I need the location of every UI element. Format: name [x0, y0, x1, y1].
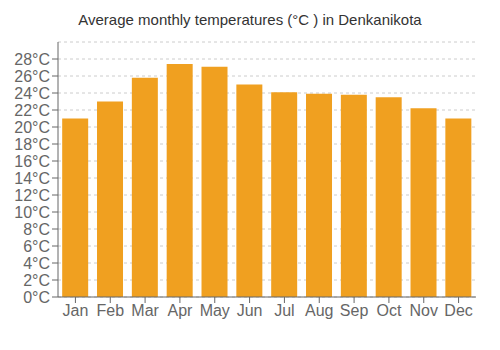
svg-text:16°C: 16°C — [14, 153, 50, 170]
svg-text:12°C: 12°C — [14, 187, 50, 204]
svg-text:10°C: 10°C — [14, 204, 50, 221]
svg-text:Feb: Feb — [96, 302, 124, 319]
svg-text:28°C: 28°C — [14, 51, 50, 68]
svg-text:26°C: 26°C — [14, 68, 50, 85]
svg-text:Jul: Jul — [274, 302, 294, 319]
svg-text:2°C: 2°C — [23, 272, 50, 289]
svg-text:8°C: 8°C — [23, 221, 50, 238]
svg-text:Sep: Sep — [340, 302, 369, 319]
svg-text:Jun: Jun — [237, 302, 263, 319]
svg-text:14°C: 14°C — [14, 170, 50, 187]
svg-text:24°C: 24°C — [14, 85, 50, 102]
svg-text:4°C: 4°C — [23, 255, 50, 272]
svg-text:Apr: Apr — [167, 302, 193, 319]
svg-text:Dec: Dec — [444, 302, 472, 319]
svg-text:Nov: Nov — [410, 302, 438, 319]
svg-text:Mar: Mar — [131, 302, 159, 319]
svg-text:18°C: 18°C — [14, 136, 50, 153]
svg-text:May: May — [200, 302, 230, 319]
svg-text:0°C: 0°C — [23, 289, 50, 306]
svg-text:Aug: Aug — [305, 302, 333, 319]
html-text:Average monthly temperatures (: Average monthly temperatures (°C ) in De… — [78, 11, 422, 28]
svg-text:20°C: 20°C — [14, 119, 50, 136]
svg-text:Oct: Oct — [376, 302, 401, 319]
svg-text:22°C: 22°C — [14, 102, 50, 119]
svg-text:Jan: Jan — [63, 302, 89, 319]
svg-text:6°C: 6°C — [23, 238, 50, 255]
